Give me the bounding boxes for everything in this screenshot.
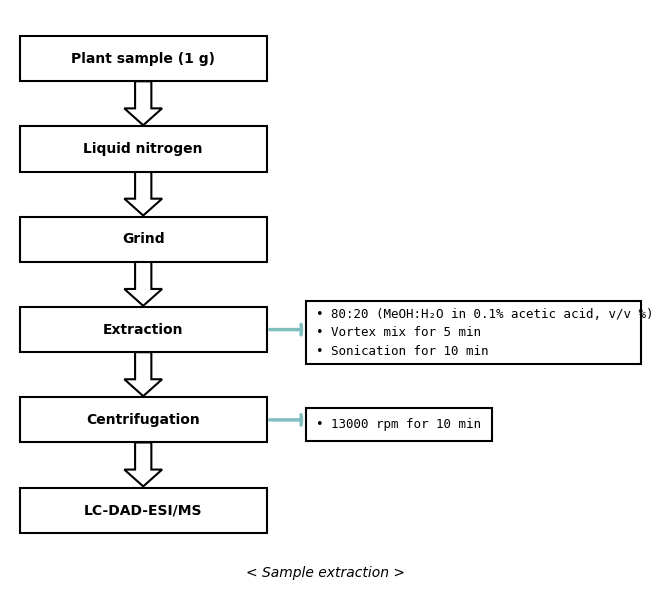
Text: • 80:20 (MeOH:H₂O in 0.1% acetic acid, v/v %)5 mL
• Vortex mix for 5 min
• Sonic: • 80:20 (MeOH:H₂O in 0.1% acetic acid, v… — [316, 308, 651, 358]
Polygon shape — [124, 442, 162, 486]
Polygon shape — [124, 172, 162, 216]
Polygon shape — [124, 81, 162, 125]
Text: LC-DAD-ESI/MS: LC-DAD-ESI/MS — [84, 503, 202, 517]
Text: Centrifugation: Centrifugation — [87, 413, 200, 427]
FancyBboxPatch shape — [20, 307, 267, 352]
Text: Plant sample (1 g): Plant sample (1 g) — [71, 52, 215, 66]
Text: Extraction: Extraction — [103, 323, 184, 337]
FancyBboxPatch shape — [20, 217, 267, 262]
Text: < Sample extraction >: < Sample extraction > — [246, 566, 405, 580]
FancyBboxPatch shape — [20, 126, 267, 172]
Polygon shape — [124, 262, 162, 306]
Text: • 13000 rpm for 10 min: • 13000 rpm for 10 min — [316, 418, 480, 430]
Polygon shape — [124, 352, 162, 396]
Text: Grind: Grind — [122, 232, 165, 246]
FancyBboxPatch shape — [20, 397, 267, 442]
FancyBboxPatch shape — [20, 36, 267, 81]
Text: Liquid nitrogen: Liquid nitrogen — [83, 142, 203, 156]
FancyBboxPatch shape — [306, 301, 641, 364]
FancyBboxPatch shape — [20, 488, 267, 533]
FancyBboxPatch shape — [306, 408, 492, 441]
